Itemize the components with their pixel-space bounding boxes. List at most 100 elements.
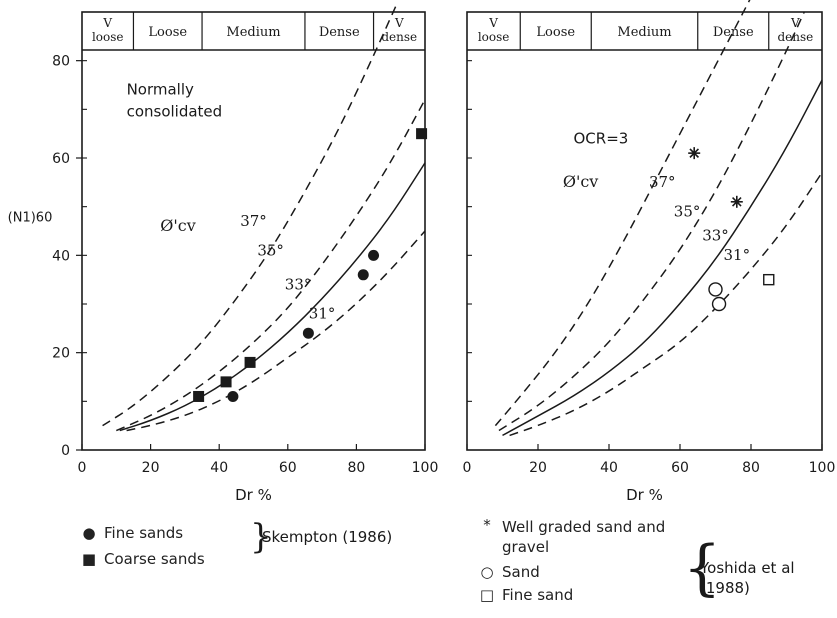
curve-label: 35° [257,241,284,259]
point-coarse-sand [220,376,232,388]
legend-item-fine-sand: □ Fine sand [478,588,672,603]
star-stroke [689,148,700,158]
plot-frame [81,11,426,451]
legend-label: Sand [502,563,540,581]
x-tick-label: 100 [412,460,439,476]
point-sand [711,296,727,312]
legend-label: Fine sands [104,523,184,542]
point-fine-sand [357,269,369,281]
x-tick-label: 60 [671,460,689,476]
reference-line: (1988) [700,579,750,598]
band-word: dense [381,30,417,44]
x-tick-label: 60 [279,460,297,476]
legend-left: ● Fine sands ■ Coarse sands [80,520,205,572]
curve-label: 33° [285,275,312,293]
curve-phi-35 [498,11,805,432]
x-tick-label: 0 [463,460,472,476]
x-tick-label: 40 [600,460,618,476]
star-stroke [731,196,742,207]
curve-label: 31° [309,305,336,323]
band-word: loose [92,30,124,44]
plot-frame [466,11,823,451]
legend-item-sand: ○ Sand [478,565,672,580]
density-band-label: Dense [713,25,754,40]
x-tick-label: 40 [210,460,228,476]
curve-phi-33 [119,162,426,432]
phi-cv-label: Ø'cv [160,216,196,235]
annotation-text: OCR=3 [574,129,629,147]
brace-icon: { [683,533,722,603]
point-coarse-sand [244,356,256,368]
annotation-text: Normally [127,81,194,99]
legend-item-well-graded: * Well graded sand and gravel [478,518,672,557]
point-coarse-sand [193,390,205,402]
point-fine-sand [227,390,239,402]
x-tick-label: 80 [742,460,760,476]
curve-phi-31 [509,172,823,437]
y-tick-label: 20 [52,346,70,362]
open-square-icon: □ [479,586,495,604]
point-fine-sand [302,327,314,339]
legend-right: * Well graded sand and gravel ○ Sand □ F… [478,518,672,611]
x-axis-label: Dr % [626,486,663,504]
curve-phi-37 [102,1,399,427]
y-tick-label: 60 [52,151,70,167]
y-tick-label: 80 [52,54,70,70]
legend-item-coarse-sands: ■ Coarse sands [80,546,205,572]
x-tick-label: 100 [809,460,836,476]
y-tick-label: 40 [52,248,70,264]
legend-label: Coarse sands [104,549,205,568]
band-word: loose [478,30,510,44]
point-sand [708,282,723,297]
point-well-graded [730,195,743,208]
brace-icon: } [250,517,272,557]
band-word: V [488,16,498,30]
density-band-label: Loose [148,25,187,40]
band-word: dense [777,30,813,44]
curve-label: 35° [674,202,701,220]
density-band-label: Dense [319,25,360,40]
y-axis-label: (N1)60 [8,210,53,225]
phi-cv-label: Ø'cv [563,172,599,191]
filled-square-icon: ■ [81,549,97,568]
legend-label: Fine sand [502,586,574,604]
density-band-label: Medium [226,25,280,40]
star-icon: * [483,516,491,534]
legend-item-fine-sands: ● Fine sands [80,520,205,546]
curve-label: 31° [724,246,751,264]
curve-phi-31 [126,230,426,432]
x-axis-label: Dr % [235,486,272,504]
curve-label: 37° [240,212,267,230]
density-band-label: Medium [617,25,671,40]
point-well-graded [688,147,701,160]
band-word: V [790,16,800,30]
filled-circle-icon: ● [82,523,96,542]
curve-phi-33 [502,79,823,437]
curve-label: 37° [649,173,676,191]
point-coarse-sand [416,128,428,140]
curve-label: 33° [702,227,729,245]
point-fine-sand-open [763,273,775,286]
reference-yoshida: Yoshida et al (1988) [700,558,795,599]
curve-phi-37 [494,0,751,427]
reference-line: Yoshida et al [700,559,795,577]
density-band-label: Loose [536,25,575,40]
point-fine-sand [368,249,380,261]
reference-skempton: Skempton (1986) [262,528,393,546]
x-tick-label: 80 [347,460,365,476]
curve-phi-35 [116,99,426,432]
x-tick-label: 20 [142,460,160,476]
open-circle-icon: ○ [480,563,494,581]
y-tick-label: 0 [61,443,70,459]
annotation-text: consolidated [127,103,223,121]
band-word: V [102,16,112,30]
x-tick-label: 20 [529,460,547,476]
x-tick-label: 0 [78,460,87,476]
